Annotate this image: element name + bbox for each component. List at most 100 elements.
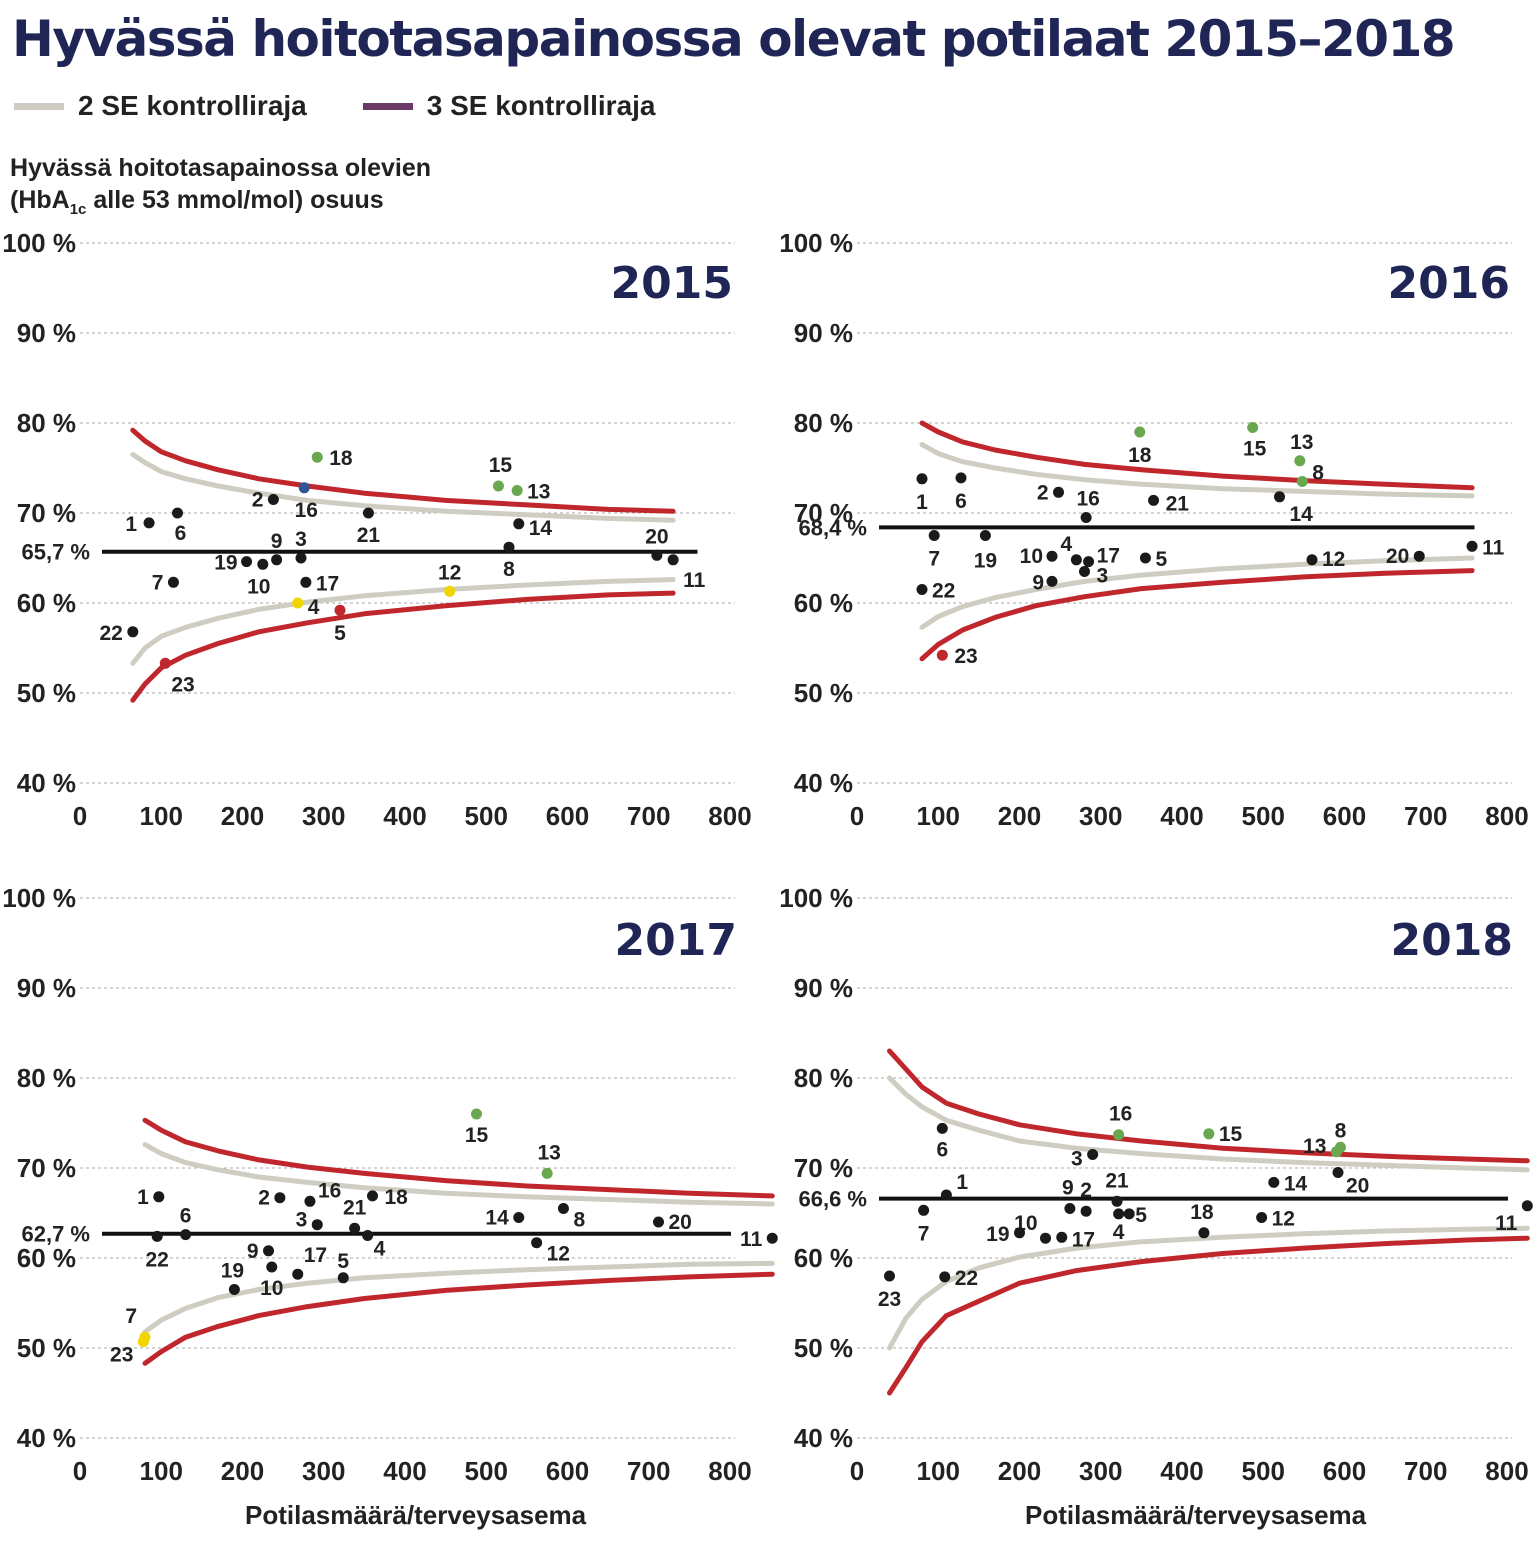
data-point-label: 11 — [740, 1228, 763, 1251]
data-point-label: 4 — [374, 1238, 386, 1261]
data-point-label: 2 — [258, 1187, 270, 1210]
x-tick-label: 100 — [917, 1456, 960, 1486]
y-tick-label: 40 % — [794, 1423, 853, 1453]
x-tick-label: 300 — [302, 1456, 345, 1486]
legend-label-3se: 3 SE kontrolliraja — [426, 90, 656, 121]
data-point-18 — [311, 451, 323, 463]
y-tick-label: 100 % — [2, 228, 76, 258]
y-tick-label: 80 % — [17, 1063, 76, 1093]
data-point-label: 9 — [271, 530, 283, 553]
y-axis-label-subscript: 1c — [69, 201, 87, 218]
data-point-22 — [939, 1271, 951, 1283]
data-point-11 — [667, 554, 679, 566]
data-point-19 — [979, 530, 991, 541]
data-point-17 — [292, 1268, 304, 1280]
data-point-7 — [167, 576, 179, 588]
average-label: 65,7 % — [22, 540, 91, 565]
limit-2se-lower — [919, 555, 1475, 630]
x-tick-label: 0 — [850, 801, 864, 831]
page-title: Hyvässä hoitotasapainossa olevat potilaa… — [12, 10, 1456, 68]
data-point-23 — [137, 1336, 149, 1348]
x-tick-label: 300 — [1079, 801, 1122, 831]
chart-panel-2017: 40 % 50 % 60 % 70 % 80 % 90 % 100 % 0 100 200 300 4… — [2, 883, 778, 1486]
x-tick-label: 500 — [465, 801, 508, 831]
y-tick-label: 100 % — [779, 228, 853, 258]
data-point-label: 18 — [1128, 444, 1152, 467]
data-point-13 — [511, 485, 523, 496]
x-tick-label: 400 — [383, 801, 426, 831]
data-point-label: 1 — [956, 1171, 968, 1194]
y-tick-label: 60 % — [794, 588, 853, 618]
data-point-label: 16 — [318, 1179, 341, 1202]
x-tick-label: 200 — [221, 801, 264, 831]
data-point-4 — [1070, 554, 1082, 566]
data-point-14 — [1274, 491, 1285, 503]
data-point-5 — [1123, 1208, 1135, 1220]
data-point-label: 11 — [1482, 536, 1505, 559]
y-tick-label: 90 % — [17, 318, 76, 348]
data-point-label: 15 — [1219, 1123, 1243, 1146]
chart-title: 2015 — [611, 258, 733, 309]
data-point-label: 5 — [1155, 548, 1167, 571]
limit-3se-upper — [919, 420, 1475, 491]
data-point-21 — [1111, 1195, 1123, 1207]
data-point-label: 14 — [1284, 1172, 1308, 1195]
data-point-label: 13 — [538, 1141, 561, 1164]
data-point-label: 17 — [1072, 1228, 1095, 1251]
data-point-6 — [180, 1229, 192, 1241]
data-point-label: 19 — [221, 1260, 244, 1283]
x-tick-label: 600 — [1323, 801, 1366, 831]
y-tick-label: 70 % — [794, 498, 853, 528]
y-axis-label: Hyvässä hoitotasapainossa olevien (HbA1c … — [10, 152, 431, 226]
limit-3se-lower — [887, 1235, 1530, 1396]
data-point-label: 10 — [260, 1277, 283, 1300]
data-point-15 — [492, 480, 504, 492]
data-point-label: 3 — [295, 528, 307, 551]
y-axis-label-line2-end: alle 53 mmol/mol) osuus — [86, 186, 384, 214]
data-point-20 — [653, 1216, 664, 1228]
y-tick-label: 90 % — [794, 318, 853, 348]
data-point-6 — [172, 507, 183, 519]
chart-title: 2017 — [615, 915, 737, 966]
x-tick-label: 300 — [302, 801, 345, 831]
data-point-label: 14 — [485, 1207, 509, 1230]
data-point-label: 11 — [1495, 1212, 1518, 1235]
data-point-label: 12 — [547, 1243, 570, 1266]
chart-title: 2018 — [1391, 915, 1513, 966]
data-point-19 — [241, 556, 253, 568]
legend: 2 SE kontrolliraja 3 SE kontrolliraja — [14, 86, 712, 126]
data-point-10 — [266, 1261, 278, 1273]
data-point-label: 16 — [1109, 1103, 1132, 1126]
data-point-label: 22 — [955, 1267, 978, 1290]
data-point-label: 17 — [316, 572, 339, 595]
x-tick-label: 700 — [627, 1456, 670, 1486]
x-axis-label-right: Potilasmäärä/terveysasema — [1025, 1500, 1367, 1530]
data-point-label: 15 — [1243, 438, 1267, 461]
data-point-7 — [928, 530, 940, 541]
data-point-label: 5 — [1135, 1204, 1147, 1227]
data-point-17 — [1056, 1231, 1068, 1243]
x-axis-label-left: Potilasmäärä/terveysasema — [245, 1500, 587, 1530]
data-point-label: 20 — [645, 525, 668, 548]
data-point-1 — [153, 1191, 165, 1203]
data-point-13 — [1330, 1146, 1342, 1158]
data-point-label: 9 — [1062, 1177, 1074, 1200]
limit-2se-upper — [130, 452, 676, 523]
x-tick-label: 400 — [1160, 801, 1203, 831]
data-point-label: 5 — [337, 1250, 349, 1273]
x-tick-label: 100 — [140, 801, 183, 831]
x-tick-label: 700 — [1404, 1456, 1447, 1486]
data-point-15 — [1203, 1128, 1215, 1140]
x-tick-label: 100 — [917, 801, 960, 831]
y-tick-label: 70 % — [17, 1153, 76, 1183]
limit-3se-lower — [919, 568, 1475, 662]
data-point-label: 4 — [1061, 533, 1073, 556]
data-point-9 — [1046, 575, 1058, 587]
data-point-20 — [651, 549, 663, 561]
data-point-23 — [936, 649, 948, 661]
limit-2se-lower — [887, 1225, 1530, 1351]
data-point-label: 1 — [916, 491, 928, 514]
data-point-16 — [1113, 1129, 1125, 1141]
data-point-label: 21 — [1105, 1169, 1129, 1192]
data-point-label: 7 — [125, 1305, 137, 1328]
